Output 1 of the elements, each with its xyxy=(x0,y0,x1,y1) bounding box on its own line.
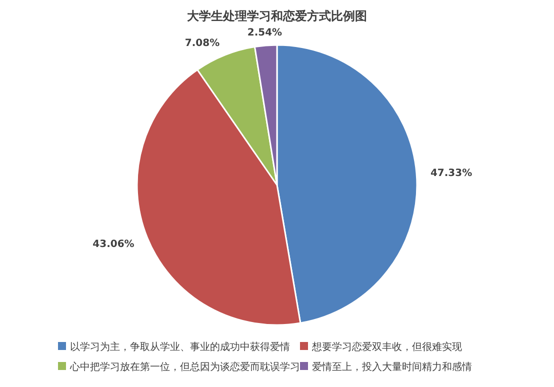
title: 大学生处理学习和恋爱方式比例图 xyxy=(187,9,367,23)
